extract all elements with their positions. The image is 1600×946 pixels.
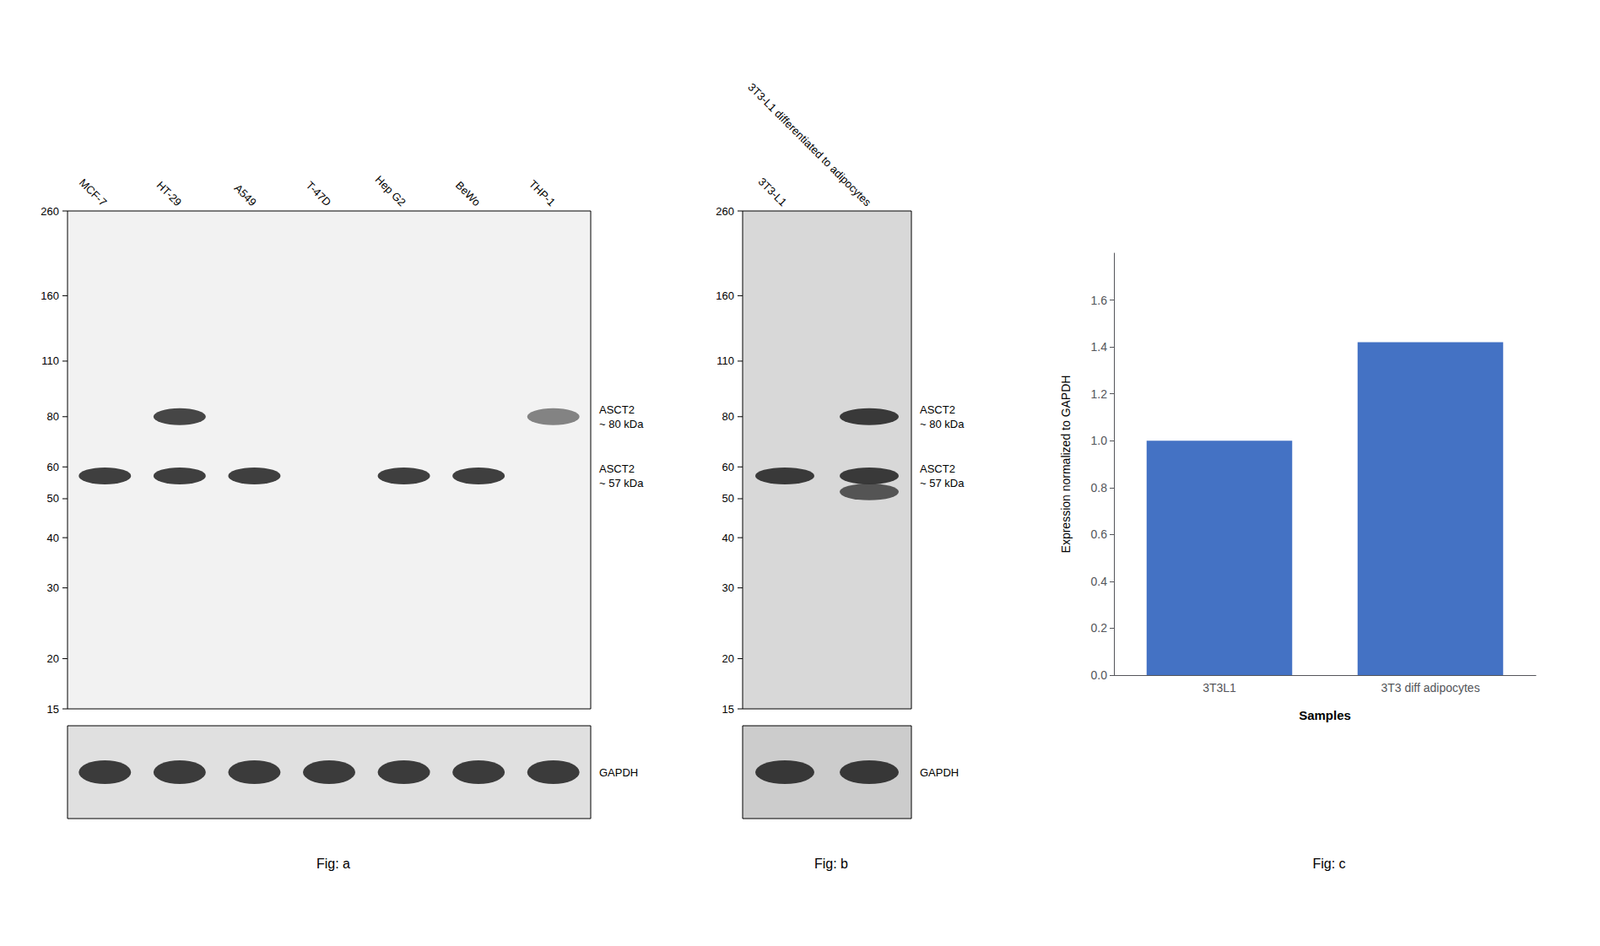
svg-text:~ 57 kDa: ~ 57 kDa: [599, 476, 644, 490]
svg-text:Expression normalized to GAPDH: Expression normalized to GAPDH: [1059, 375, 1073, 554]
svg-text:20: 20: [47, 652, 60, 665]
svg-text:3T3 diff adipocytes: 3T3 diff adipocytes: [1380, 681, 1480, 695]
svg-text:1.4: 1.4: [1091, 340, 1109, 354]
svg-text:110: 110: [41, 354, 60, 368]
svg-text:0.6: 0.6: [1091, 527, 1109, 541]
svg-text:GAPDH: GAPDH: [599, 766, 638, 779]
svg-text:50: 50: [722, 491, 735, 505]
svg-text:3T3-L1 differentiated to adipo: 3T3-L1 differentiated to adipocytes: [745, 80, 874, 209]
svg-text:T-47D: T-47D: [303, 178, 335, 210]
svg-text:260: 260: [715, 205, 735, 218]
svg-text:260: 260: [40, 205, 60, 218]
svg-text:ASCT2: ASCT2: [599, 462, 635, 476]
svg-text:160: 160: [715, 289, 735, 303]
svg-text:~ 80 kDa: ~ 80 kDa: [599, 417, 644, 431]
svg-text:ASCT2: ASCT2: [919, 403, 956, 417]
svg-text:0.2: 0.2: [1091, 621, 1109, 635]
svg-text:40: 40: [722, 531, 735, 545]
svg-text:40: 40: [47, 531, 60, 545]
svg-text:~ 80 kDa: ~ 80 kDa: [919, 417, 965, 431]
svg-text:BeWo: BeWo: [453, 178, 483, 209]
svg-text:60: 60: [47, 460, 60, 474]
svg-text:20: 20: [722, 652, 735, 665]
svg-text:Fig: a: Fig: a: [316, 856, 351, 871]
svg-text:1.6: 1.6: [1091, 293, 1109, 308]
svg-text:30: 30: [47, 581, 60, 595]
svg-text:MCF-7: MCF-7: [76, 176, 110, 210]
svg-text:Hep G2: Hep G2: [372, 172, 409, 209]
svg-text:15: 15: [722, 702, 735, 716]
svg-text:Fig: c: Fig: c: [1312, 856, 1346, 871]
svg-text:15: 15: [47, 702, 60, 716]
svg-text:0.4: 0.4: [1091, 574, 1109, 589]
svg-text:Samples: Samples: [1298, 708, 1352, 723]
svg-text:HT-29: HT-29: [154, 178, 185, 210]
svg-text:80: 80: [47, 410, 60, 423]
svg-text:~ 57 kDa: ~ 57 kDa: [919, 476, 965, 490]
svg-text:3T3-L1: 3T3-L1: [756, 175, 790, 210]
svg-text:30: 30: [722, 581, 735, 595]
svg-text:0.8: 0.8: [1091, 481, 1109, 495]
svg-text:50: 50: [47, 491, 60, 505]
svg-text:110: 110: [716, 354, 735, 368]
svg-text:3T3L1: 3T3L1: [1202, 681, 1237, 695]
svg-text:0.0: 0.0: [1091, 668, 1109, 682]
svg-text:160: 160: [40, 289, 60, 303]
svg-text:ASCT2: ASCT2: [599, 403, 635, 417]
svg-text:THP-1: THP-1: [526, 177, 558, 209]
svg-text:GAPDH: GAPDH: [919, 766, 959, 779]
svg-text:A549: A549: [232, 181, 260, 209]
svg-text:ASCT2: ASCT2: [919, 462, 956, 476]
svg-text:60: 60: [722, 460, 735, 474]
svg-text:Fig: b: Fig: b: [814, 856, 849, 871]
svg-text:1.0: 1.0: [1091, 433, 1109, 448]
svg-text:1.2: 1.2: [1091, 387, 1109, 401]
svg-text:80: 80: [722, 410, 735, 423]
